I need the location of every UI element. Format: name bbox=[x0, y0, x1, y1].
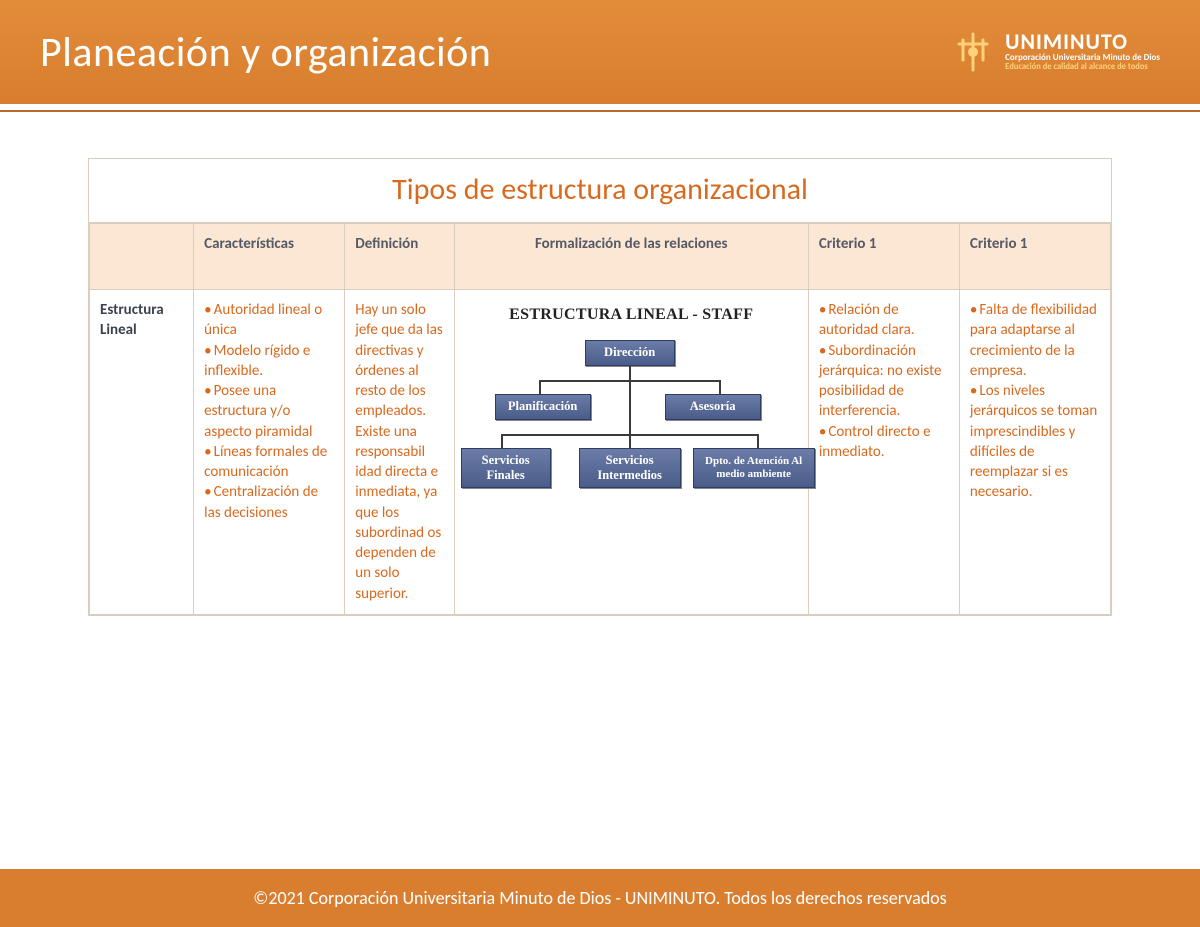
bullet-item: Autoridad lineal o única bbox=[204, 300, 334, 341]
logo-text: UNIMINUTO Corporación Universitaria Minu… bbox=[1005, 31, 1160, 72]
bullet-item: Posee una estructura y/o aspecto piramid… bbox=[204, 381, 334, 442]
logo-sub2: Educación de calidad al alcance de todos bbox=[1005, 63, 1160, 72]
th-caracteristicas: Características bbox=[194, 224, 345, 290]
th-formalizacion: Formalización de las relaciones bbox=[454, 224, 808, 290]
footer-text: ©2021 Corporación Universitaria Minuto d… bbox=[253, 887, 946, 909]
cell-criterio-b: Falta de flexibilidad para adaptarse al … bbox=[959, 290, 1110, 615]
cell-formalizacion: ESTRUCTURA LINEAL - STAFF Dirección bbox=[454, 290, 808, 615]
node-serv-intermedios: Servicios Intermedios bbox=[579, 448, 681, 488]
page-header: Planeación y organización UNIMINUTO Corp… bbox=[0, 0, 1200, 108]
page-title: Planeación y organización bbox=[40, 27, 491, 78]
footer: ©2021 Corporación Universitaria Minuto d… bbox=[0, 785, 1200, 927]
logo-icon bbox=[951, 30, 995, 74]
table-header-row: Características Definición Formalización… bbox=[90, 224, 1111, 290]
th-definicion: Definición bbox=[345, 224, 454, 290]
orgchart-title: ESTRUCTURA LINEAL - STAFF bbox=[465, 304, 798, 326]
cell-criterio-a: Relación de autoridad clara. Subordinaci… bbox=[808, 290, 959, 615]
org-structure-table: Características Definición Formalización… bbox=[89, 223, 1111, 615]
logo-name: UNIMINUTO bbox=[1005, 31, 1160, 53]
th-criterio-a: Criterio 1 bbox=[808, 224, 959, 290]
table-card: Tipos de estructura organizacional Carac… bbox=[88, 158, 1112, 616]
node-asesoria: Asesoría bbox=[665, 394, 761, 420]
node-dpto-ambiente: Dpto. de Atención Al medio ambiente bbox=[693, 448, 815, 488]
content-area: Tipos de estructura organizacional Carac… bbox=[0, 108, 1200, 616]
node-planificacion: Planificación bbox=[495, 394, 591, 420]
bullet-item: Falta de flexibilidad para adaptarse al … bbox=[970, 300, 1100, 381]
bullet-item: Control directo e inmediato. bbox=[819, 422, 949, 463]
th-criterio-b: Criterio 1 bbox=[959, 224, 1110, 290]
bullet-item: Líneas formales de comunicación bbox=[204, 442, 334, 483]
card-title: Tipos de estructura organizacional bbox=[89, 159, 1111, 223]
bullet-item: Subordinación jerárquica: no existe posi… bbox=[819, 341, 949, 422]
brand-logo: UNIMINUTO Corporación Universitaria Minu… bbox=[951, 30, 1160, 74]
bullet-item: Relación de autoridad clara. bbox=[819, 300, 949, 341]
th-empty bbox=[90, 224, 194, 290]
node-serv-finales: Servicios Finales bbox=[461, 448, 551, 488]
cell-caracteristicas: Autoridad lineal o única Modelo rígido e… bbox=[194, 290, 345, 615]
orgchart: Dirección Planificación Asesoría bbox=[465, 340, 798, 530]
footer-bar: ©2021 Corporación Universitaria Minuto d… bbox=[0, 869, 1200, 927]
table-row: Estructura Lineal Autoridad lineal o úni… bbox=[90, 290, 1111, 615]
bullet-item: Los niveles jerárquicos se toman impresc… bbox=[970, 381, 1100, 503]
bullet-item: Centralización de las decisiones bbox=[204, 482, 334, 523]
row-name: Estructura Lineal bbox=[90, 290, 194, 615]
node-direccion: Dirección bbox=[585, 340, 675, 366]
bullet-item: Modelo rígido e inflexible. bbox=[204, 341, 334, 382]
cell-definicion: Hay un solo jefe que da las directivas y… bbox=[345, 290, 454, 615]
